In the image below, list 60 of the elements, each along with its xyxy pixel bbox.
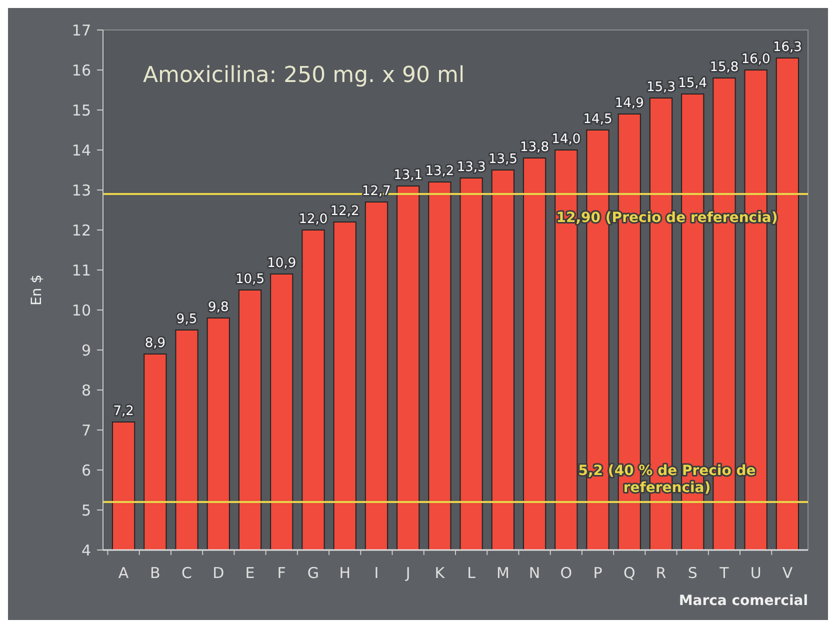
x-tick-label: K [434, 564, 446, 582]
data-label: 7,2 [113, 404, 134, 419]
y-tick-label: 13 [72, 181, 91, 200]
y-tick-label: 9 [81, 341, 91, 360]
text: Amoxicilina: 250 mg. x 90 ml [143, 63, 465, 88]
data-label: 14,5 [583, 112, 612, 127]
x-tick-label: T [718, 564, 730, 582]
x-tick-label: V [782, 564, 794, 582]
data-label: 15,8 [710, 60, 739, 75]
y-tick-label: 14 [72, 141, 91, 160]
x-tick-label: U [750, 564, 762, 582]
x-tick-label: I [374, 564, 379, 582]
data-label: 10,5 [236, 272, 264, 287]
data-label: 15,3 [646, 80, 676, 95]
data-label: 13,5 [488, 152, 518, 167]
x-tick-label: R [656, 564, 666, 582]
x-tick-label: J [404, 564, 410, 582]
x-tick-label: F [277, 564, 286, 582]
x-tick-label: G [307, 564, 320, 582]
data-label: 14,0 [552, 132, 581, 147]
data-label: 9,5 [176, 312, 198, 327]
y-tick-label: 5 [81, 501, 91, 520]
data-label: 8,9 [144, 336, 166, 351]
y-axis-title: En $ [29, 274, 45, 306]
x-tick-label: C [182, 564, 192, 582]
data-label: 10,9 [267, 256, 296, 271]
y-tick-label: 4 [81, 541, 91, 560]
x-tick-label: O [560, 564, 572, 582]
data-label: 13,2 [425, 164, 454, 179]
x-tick-label: A [118, 564, 130, 582]
x-tick-label: L [467, 564, 476, 582]
y-tick-label: 11 [72, 261, 91, 280]
data-label: 12,2 [330, 204, 360, 219]
x-tick-label: P [593, 564, 602, 582]
y-tick-label: 12 [72, 221, 91, 240]
x-tick-label: N [528, 564, 540, 582]
y-tick-label: 10 [72, 301, 91, 320]
data-label: 13,3 [456, 160, 486, 175]
data-label: 16,0 [741, 52, 770, 67]
y-tick-label: 7 [81, 421, 91, 440]
data-label: 15,4 [678, 76, 708, 91]
y-tick-label: 15 [72, 101, 91, 120]
x-tick-label: B [150, 564, 160, 582]
data-label: 14,9 [614, 96, 644, 111]
data-label: 16,3 [772, 40, 802, 55]
data-label: 9,8 [208, 300, 229, 315]
x-tick-label: H [339, 564, 350, 582]
y-tick-label: 8 [81, 381, 91, 400]
y-tick-label: 6 [81, 461, 91, 480]
data-label: 12,0 [298, 212, 328, 227]
x-tick-label: Q [623, 564, 636, 582]
x-tick-label: E [245, 564, 255, 582]
data-label: 13,8 [520, 140, 550, 155]
y-tick-label: 16 [72, 61, 91, 80]
x-axis-title: Marca comercial [678, 593, 808, 609]
x-tick-label: M [496, 564, 510, 582]
x-tick-label: S [688, 564, 698, 582]
data-label: 13,1 [394, 168, 423, 183]
x-tick-label: D [212, 564, 224, 582]
y-tick-label: 17 [72, 21, 91, 40]
